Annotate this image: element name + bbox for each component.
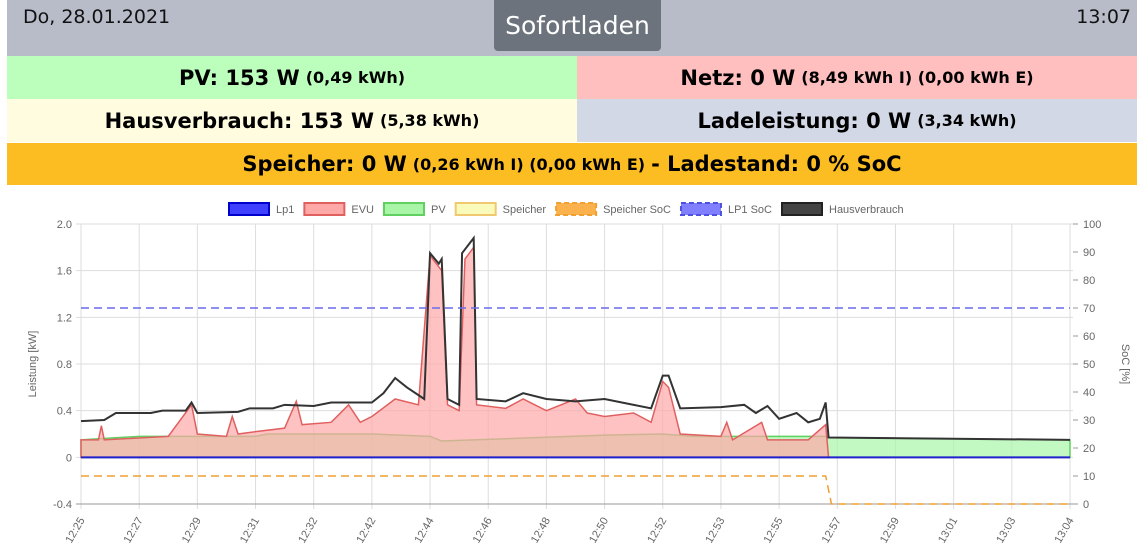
legend-swatch bbox=[781, 202, 823, 216]
legend-label: Hausverbrauch bbox=[829, 204, 904, 216]
y-tick-label: -0.4 bbox=[53, 499, 72, 511]
legend-label: Lp1 bbox=[276, 204, 294, 216]
legend-swatch bbox=[555, 202, 598, 216]
x-tick-label: 12:55 bbox=[762, 516, 786, 546]
y2-tick-label: 80 bbox=[1083, 275, 1095, 287]
x-tick-label: 12:50 bbox=[587, 516, 611, 546]
pv-energy: (0,49 kWh) bbox=[305, 68, 406, 87]
y2-tick-label: 50 bbox=[1083, 359, 1095, 371]
speicher-soc-line bbox=[81, 475, 1070, 505]
date: Do, 28.01.2021 bbox=[23, 6, 171, 28]
y2-tick-label: 60 bbox=[1083, 331, 1095, 343]
y2-tick-label: 10 bbox=[1083, 471, 1095, 483]
lade-tile[interactable]: Ladeleistung: 0 W (3,34 kWh) bbox=[577, 99, 1137, 142]
legend-swatch bbox=[679, 202, 722, 216]
x-tick-label: 12:57 bbox=[820, 516, 844, 546]
y-tick-label: 0 bbox=[66, 452, 72, 464]
speicher-energy: (0,26 kWh I) (0,00 kWh E) bbox=[412, 154, 646, 174]
pv-tile[interactable]: PV: 153 W (0,49 kWh) bbox=[7, 56, 577, 99]
x-tick-label: 12:44 bbox=[412, 516, 436, 546]
x-tick-label: 12:48 bbox=[529, 516, 553, 546]
speicher-soc: - Ladestand: 0 % SoC bbox=[651, 152, 902, 176]
legend-label: EVU bbox=[351, 204, 374, 216]
speicher-tile[interactable]: Speicher: 0 W (0,26 kWh I) (0,00 kWh E) - … bbox=[7, 143, 1137, 185]
x-tick-label: 12:53 bbox=[703, 516, 727, 546]
x-tick-label: 13:04 bbox=[1052, 516, 1076, 546]
lade-energy: (3,34 kWh) bbox=[917, 111, 1017, 130]
netz-energy: (8,49 kWh I) (0,00 kWh E) bbox=[801, 68, 1034, 87]
pv-power: PV: 153 W bbox=[178, 65, 300, 90]
haus-energy: (5,38 kWh) bbox=[380, 111, 480, 130]
x-tick-label: 12:46 bbox=[471, 516, 495, 546]
x-tick-label: 12:42 bbox=[354, 516, 378, 546]
lade-power: Ladeleistung: 0 W bbox=[697, 108, 912, 133]
legend-label: LP1 SoC bbox=[728, 204, 772, 216]
mode-button[interactable]: Sofortladen bbox=[494, 0, 661, 51]
y2-tick-label: 20 bbox=[1083, 443, 1095, 455]
power-chart[interactable]: 12:25 12:27 12:29 12:31 12:32 12:42 12:44 12:46… bbox=[0, 192, 1137, 547]
legend-swatch bbox=[228, 202, 270, 216]
y2-axis-label: SoC [%] bbox=[1119, 344, 1131, 384]
netz-power: Netz: 0 W bbox=[680, 65, 796, 90]
y-tick-label: 1.6 bbox=[57, 266, 72, 278]
x-tick-label: 12:25 bbox=[63, 516, 87, 546]
evu-area bbox=[80, 245, 830, 459]
x-tick-label: 12:32 bbox=[296, 516, 320, 546]
x-tick-label: 12:29 bbox=[180, 516, 204, 546]
hausverbrauch-line bbox=[80, 235, 1071, 441]
legend-label: Speicher bbox=[503, 204, 547, 216]
netz-tile[interactable]: Netz: 0 W (8,49 kWh I) (0,00 kWh E) bbox=[577, 56, 1137, 99]
x-tick-label: 13:03 bbox=[994, 515, 1018, 545]
y2-tick-label: 0 bbox=[1083, 499, 1089, 511]
x-tick-label: 12:31 bbox=[238, 516, 262, 546]
y-tick-label: 0.8 bbox=[57, 359, 72, 371]
y2-tick-label: 40 bbox=[1083, 387, 1095, 399]
y-axis-label: Leistung [kW] bbox=[27, 331, 39, 398]
legend-swatch bbox=[454, 202, 497, 216]
legend-label: PV bbox=[431, 204, 446, 216]
legend-swatch bbox=[303, 202, 346, 216]
y2-tick-label: 70 bbox=[1083, 303, 1095, 315]
y-tick-label: 2.0 bbox=[57, 219, 72, 231]
legend-swatch bbox=[382, 202, 425, 216]
haus-power: Hausverbrauch: 153 W bbox=[104, 108, 375, 133]
x-tick-label: 12:27 bbox=[122, 516, 146, 546]
speicher-power: Speicher: 0 W bbox=[242, 152, 407, 176]
y-tick-label: 1.2 bbox=[57, 312, 72, 324]
header-bar: Do, 28.01.2021 Sofortladen 13:07 bbox=[7, 0, 1137, 56]
x-tick-label: 13:01 bbox=[936, 516, 960, 546]
x-tick-label: 12:59 bbox=[878, 516, 902, 546]
x-tick-label: 12:52 bbox=[645, 516, 669, 546]
y2-tick-label: 30 bbox=[1083, 415, 1095, 427]
y2-tick-label: 90 bbox=[1083, 247, 1095, 259]
y-tick-label: 0.4 bbox=[57, 406, 72, 418]
y2-tick-label: 100 bbox=[1083, 219, 1101, 231]
clock: 13:07 bbox=[1076, 6, 1131, 28]
haus-tile[interactable]: Hausverbrauch: 153 W (5,38 kWh) bbox=[7, 99, 577, 142]
legend-label: Speicher SoC bbox=[603, 204, 671, 216]
